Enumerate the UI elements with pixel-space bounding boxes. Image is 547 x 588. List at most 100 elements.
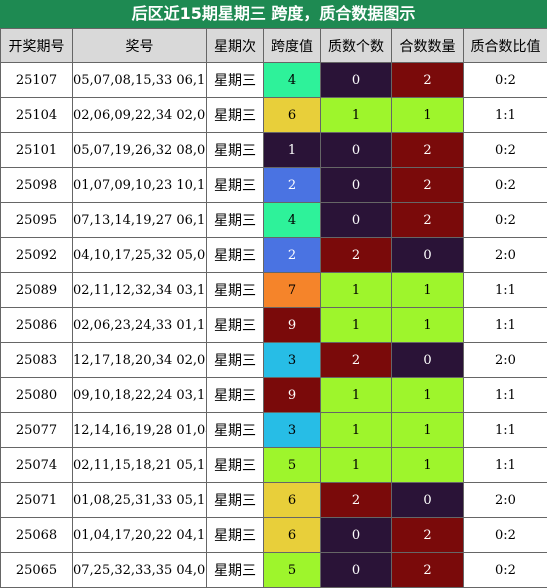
- stats-table: 开奖期号 奖号 星期次 跨度值 质数个数 合数数量 质合数比值 25107 05,…: [0, 28, 547, 588]
- primes-cell: 0: [320, 167, 392, 203]
- table-row: 25086 02,06,23,24,33 01,10 星期三 9 1 1 1:1: [0, 307, 547, 343]
- composites-cell: 1: [391, 377, 464, 413]
- issue-cell: 25077: [0, 412, 73, 448]
- numbers-cell: 12,14,16,19,28 01,04: [72, 412, 207, 448]
- numbers-cell: 02,11,15,18,21 05,10: [72, 447, 207, 483]
- weekday-cell: 星期三: [206, 482, 264, 518]
- issue-cell: 25074: [0, 447, 73, 483]
- numbers-cell: 01,08,25,31,33 05,11: [72, 482, 207, 518]
- primes-cell: 1: [320, 272, 392, 308]
- ratio-cell: 2:0: [463, 482, 547, 518]
- span-cell: 4: [263, 62, 321, 98]
- numbers-cell: 07,25,32,33,35 04,09: [72, 552, 207, 588]
- column-header-span: 跨度值: [263, 28, 321, 63]
- table-row: 25095 07,13,14,19,27 06,10 星期三 4 0 2 0:2: [0, 202, 547, 238]
- span-cell: 5: [263, 552, 321, 588]
- weekday-cell: 星期三: [206, 97, 264, 133]
- table-body: 25107 05,07,08,15,33 06,10 星期三 4 0 2 0:2 25104 0…: [0, 62, 547, 588]
- ratio-cell: 2:0: [463, 342, 547, 378]
- ratio-cell: 1:1: [463, 447, 547, 483]
- primes-cell: 0: [320, 552, 392, 588]
- primes-cell: 0: [320, 517, 392, 553]
- composites-cell: 1: [391, 272, 464, 308]
- header-row: 开奖期号 奖号 星期次 跨度值 质数个数 合数数量 质合数比值: [0, 28, 547, 63]
- composites-cell: 1: [391, 412, 464, 448]
- composites-cell: 1: [391, 97, 464, 133]
- composites-cell: 2: [391, 132, 464, 168]
- weekday-cell: 星期三: [206, 132, 264, 168]
- primes-cell: 1: [320, 377, 392, 413]
- table-row: 25074 02,11,15,18,21 05,10 星期三 5 1 1 1:1: [0, 447, 547, 483]
- ratio-cell: 0:2: [463, 202, 547, 238]
- ratio-cell: 1:1: [463, 307, 547, 343]
- primes-cell: 1: [320, 412, 392, 448]
- issue-cell: 25080: [0, 377, 73, 413]
- table-row: 25071 01,08,25,31,33 05,11 星期三 6 2 0 2:0: [0, 482, 547, 518]
- column-header-issue: 开奖期号: [0, 28, 73, 63]
- weekday-cell: 星期三: [206, 552, 264, 588]
- table-row: 25083 12,17,18,20,34 02,05 星期三 3 2 0 2:0: [0, 342, 547, 378]
- composites-cell: 2: [391, 62, 464, 98]
- issue-cell: 25092: [0, 237, 73, 273]
- weekday-cell: 星期三: [206, 447, 264, 483]
- issue-cell: 25065: [0, 552, 73, 588]
- numbers-cell: 05,07,19,26,32 08,09: [72, 132, 207, 168]
- weekday-cell: 星期三: [206, 412, 264, 448]
- primes-cell: 0: [320, 132, 392, 168]
- primes-cell: 2: [320, 482, 392, 518]
- issue-cell: 25107: [0, 62, 73, 98]
- issue-cell: 25071: [0, 482, 73, 518]
- weekday-cell: 星期三: [206, 342, 264, 378]
- table-row: 25107 05,07,08,15,33 06,10 星期三 4 0 2 0:2: [0, 62, 547, 98]
- weekday-cell: 星期三: [206, 272, 264, 308]
- numbers-cell: 04,10,17,25,32 05,07: [72, 237, 207, 273]
- composites-cell: 0: [391, 482, 464, 518]
- ratio-cell: 0:2: [463, 517, 547, 553]
- ratio-cell: 2:0: [463, 237, 547, 273]
- ratio-cell: 0:2: [463, 62, 547, 98]
- span-cell: 1: [263, 132, 321, 168]
- numbers-cell: 07,13,14,19,27 06,10: [72, 202, 207, 238]
- numbers-cell: 01,07,09,10,23 10,12: [72, 167, 207, 203]
- weekday-cell: 星期三: [206, 307, 264, 343]
- span-cell: 6: [263, 517, 321, 553]
- issue-cell: 25101: [0, 132, 73, 168]
- table-row: 25080 09,10,18,22,24 03,12 星期三 9 1 1 1:1: [0, 377, 547, 413]
- numbers-cell: 12,17,18,20,34 02,05: [72, 342, 207, 378]
- numbers-cell: 05,07,08,15,33 06,10: [72, 62, 207, 98]
- span-cell: 6: [263, 97, 321, 133]
- table-row: 25065 07,25,32,33,35 04,09 星期三 5 0 2 0:2: [0, 552, 547, 588]
- issue-cell: 25104: [0, 97, 73, 133]
- numbers-cell: 02,11,12,32,34 03,10: [72, 272, 207, 308]
- table-row: 25098 01,07,09,10,23 10,12 星期三 2 0 2 0:2: [0, 167, 547, 203]
- weekday-cell: 星期三: [206, 62, 264, 98]
- column-header-composites: 合数数量: [391, 28, 464, 63]
- issue-cell: 25089: [0, 272, 73, 308]
- primes-cell: 0: [320, 202, 392, 238]
- composites-cell: 2: [391, 517, 464, 553]
- primes-cell: 0: [320, 62, 392, 98]
- issue-cell: 25095: [0, 202, 73, 238]
- composites-cell: 2: [391, 202, 464, 238]
- issue-cell: 25098: [0, 167, 73, 203]
- ratio-cell: 1:1: [463, 97, 547, 133]
- numbers-cell: 02,06,09,22,34 02,08: [72, 97, 207, 133]
- ratio-cell: 1:1: [463, 412, 547, 448]
- column-header-weekday: 星期次: [206, 28, 264, 63]
- composites-cell: 1: [391, 307, 464, 343]
- table-row: 25101 05,07,19,26,32 08,09 星期三 1 0 2 0:2: [0, 132, 547, 168]
- composites-cell: 1: [391, 447, 464, 483]
- span-cell: 2: [263, 237, 321, 273]
- primes-cell: 1: [320, 447, 392, 483]
- issue-cell: 25086: [0, 307, 73, 343]
- numbers-cell: 09,10,18,22,24 03,12: [72, 377, 207, 413]
- composites-cell: 0: [391, 342, 464, 378]
- span-cell: 3: [263, 342, 321, 378]
- issue-cell: 25083: [0, 342, 73, 378]
- table-row: 25068 01,04,17,20,22 04,10 星期三 6 0 2 0:2: [0, 517, 547, 553]
- span-cell: 2: [263, 167, 321, 203]
- primes-cell: 1: [320, 97, 392, 133]
- weekday-cell: 星期三: [206, 167, 264, 203]
- ratio-cell: 1:1: [463, 272, 547, 308]
